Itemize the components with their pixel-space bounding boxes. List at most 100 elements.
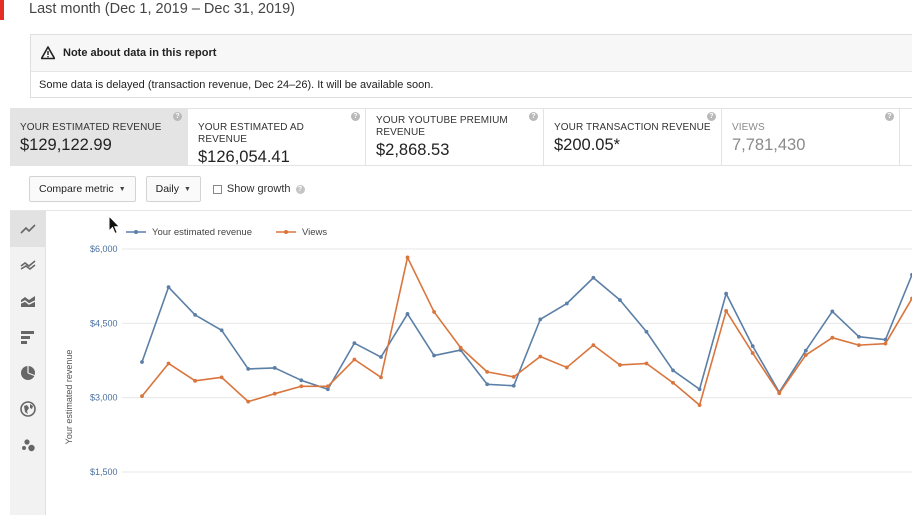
data-point[interactable] (591, 343, 596, 348)
metric-tab-estimated-revenue[interactable]: YOUR ESTIMATED REVENUE $129,122.99 ? (10, 109, 188, 165)
data-point[interactable] (272, 366, 277, 370)
bubble-chart-button[interactable] (10, 427, 46, 463)
help-icon[interactable]: ? (707, 112, 716, 121)
interval-dropdown[interactable]: Daily ▼ (145, 176, 201, 202)
metric-tab-transaction-revenue[interactable]: YOUR TRANSACTION REVENUE $200.05* ? (544, 109, 722, 165)
help-icon[interactable]: ? (529, 112, 538, 121)
data-point[interactable] (591, 275, 596, 280)
data-point[interactable] (219, 328, 224, 333)
data-point[interactable] (538, 354, 543, 359)
chevron-down-icon: ▼ (118, 185, 126, 193)
data-point[interactable] (564, 301, 569, 306)
data-point[interactable] (325, 384, 330, 389)
data-point[interactable] (458, 345, 463, 350)
metric-tab-ad-revenue[interactable]: YOUR ESTIMATED AD REVENUE $126,054.41 ? (188, 109, 366, 166)
data-point[interactable] (803, 348, 808, 353)
data-point[interactable] (352, 341, 357, 346)
bar-chart-button[interactable] (10, 319, 46, 355)
data-point[interactable] (140, 360, 144, 364)
data-point[interactable] (644, 329, 649, 334)
data-point[interactable] (856, 334, 861, 339)
data-point[interactable] (325, 387, 330, 392)
data-point[interactable] (724, 309, 729, 313)
data-point[interactable] (166, 361, 171, 366)
metric-tab-premium-revenue[interactable]: YOUR YOUTUBE PREMIUM REVENUE $2,868.53 ? (366, 109, 544, 165)
data-point[interactable] (697, 387, 702, 392)
data-point[interactable] (777, 391, 782, 396)
help-icon[interactable]: ? (295, 184, 305, 194)
map-button[interactable] (10, 391, 46, 427)
data-point[interactable] (511, 374, 516, 379)
data-point[interactable] (219, 375, 224, 380)
y-tick-label: $4,500 (90, 318, 118, 328)
divider (10, 210, 912, 211)
help-icon[interactable]: ? (885, 112, 894, 121)
data-point[interactable] (379, 355, 383, 359)
pie-chart-button[interactable] (10, 355, 46, 391)
interval-label: Daily (155, 183, 179, 195)
data-point[interactable] (299, 378, 304, 383)
data-point[interactable] (352, 357, 357, 362)
bar-chart-icon (21, 331, 34, 344)
data-point[interactable] (485, 369, 490, 374)
data-note-panel: Note about data in this report Some data… (30, 34, 912, 98)
date-range-title: Last month (Dec 1, 2019 – Dec 31, 2019) (29, 1, 295, 17)
data-point[interactable] (485, 382, 490, 387)
y-tick-label: $3,000 (90, 393, 118, 403)
data-point[interactable] (671, 368, 675, 373)
data-point[interactable] (405, 312, 410, 316)
data-point[interactable] (803, 353, 808, 357)
data-point[interactable] (405, 255, 410, 260)
data-point[interactable] (618, 298, 622, 302)
data-note-title: Note about data in this report (63, 47, 217, 59)
data-point[interactable] (432, 353, 436, 358)
data-point[interactable] (750, 344, 755, 349)
area-chart-button[interactable] (10, 283, 46, 319)
data-point[interactable] (246, 367, 251, 371)
data-point[interactable] (856, 343, 861, 348)
metric-label: YOUR ESTIMATED AD REVENUE (198, 122, 304, 145)
metric-value: $126,054.41 (198, 148, 290, 166)
data-point[interactable] (538, 317, 543, 322)
data-point[interactable] (432, 310, 436, 314)
chart-series (140, 255, 912, 407)
data-point[interactable] (644, 361, 649, 366)
compare-metric-dropdown[interactable]: Compare metric ▼ (29, 176, 136, 202)
mouse-cursor-icon (108, 215, 121, 235)
data-point[interactable] (193, 378, 198, 383)
help-icon[interactable]: ? (173, 112, 182, 121)
data-point[interactable] (618, 363, 622, 367)
data-point[interactable] (511, 383, 516, 388)
data-point[interactable] (140, 394, 144, 399)
legend-label-revenue[interactable]: Your estimated revenue (152, 227, 252, 238)
data-point[interactable] (193, 313, 198, 317)
chart-type-toolbar (10, 211, 46, 515)
chevron-down-icon: ▼ (183, 185, 191, 193)
legend-label-views[interactable]: Views (302, 227, 327, 238)
data-point[interactable] (750, 351, 755, 355)
data-point[interactable] (697, 403, 702, 407)
data-note-header: Note about data in this report (31, 35, 912, 72)
data-point[interactable] (166, 285, 171, 290)
show-growth-label: Show growth (226, 183, 291, 195)
data-point[interactable] (246, 399, 251, 404)
data-note-body: Some data is delayed (transaction revenu… (39, 79, 434, 91)
help-icon[interactable]: ? (351, 112, 360, 121)
data-point[interactable] (830, 335, 835, 340)
legend-marker-views (284, 230, 288, 234)
data-point[interactable] (883, 341, 888, 346)
multi-line-chart-button[interactable] (10, 247, 46, 283)
data-point[interactable] (724, 291, 729, 296)
metric-label: YOUR YOUTUBE PREMIUM REVENUE (376, 115, 508, 138)
stacked-area-chart-icon (20, 296, 36, 307)
line-chart-button[interactable] (10, 211, 46, 247)
metric-tab-views[interactable]: VIEWS 7,781,430 ? (722, 109, 900, 165)
show-growth-checkbox[interactable] (212, 184, 222, 194)
data-point[interactable] (299, 384, 304, 389)
data-point[interactable] (671, 380, 675, 385)
data-point[interactable] (564, 365, 569, 370)
metric-value: $2,868.53 (376, 141, 450, 159)
data-point[interactable] (272, 391, 277, 396)
data-point[interactable] (379, 375, 383, 380)
data-point[interactable] (830, 309, 835, 314)
